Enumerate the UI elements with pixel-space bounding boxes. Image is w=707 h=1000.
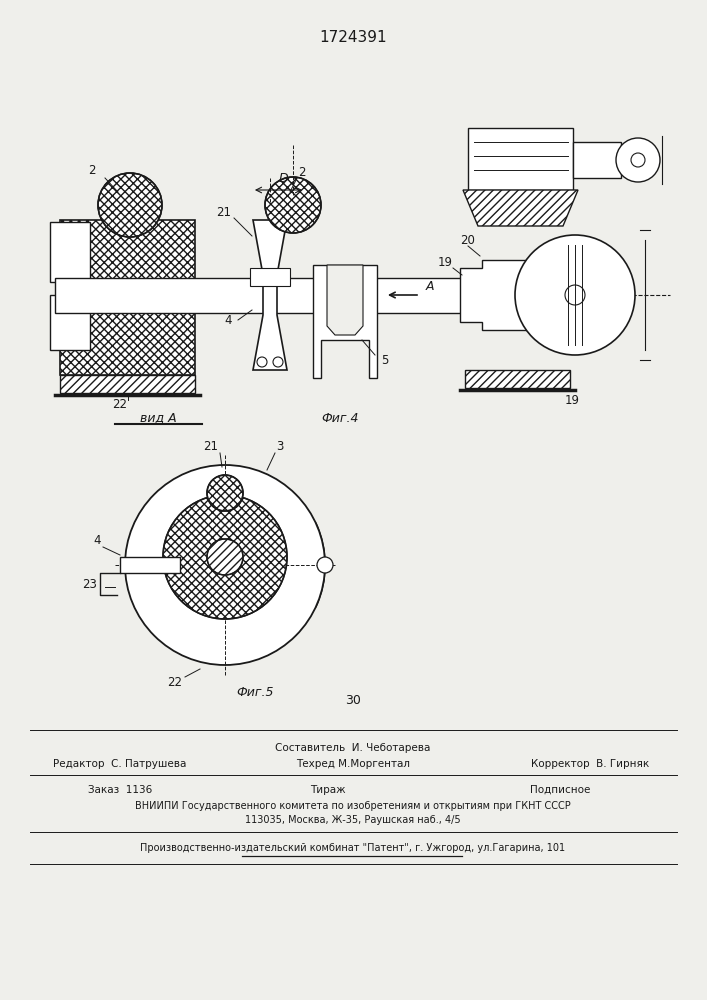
Bar bbox=[573, 142, 621, 178]
Text: Редактор  С. Патрушева: Редактор С. Патрушева bbox=[53, 759, 187, 769]
Bar bbox=[468, 128, 573, 190]
Text: 2: 2 bbox=[88, 163, 95, 176]
Polygon shape bbox=[253, 220, 287, 370]
Bar bbox=[250, 268, 290, 286]
Text: Тираж: Тираж bbox=[310, 785, 346, 795]
Text: 22: 22 bbox=[112, 398, 127, 412]
Circle shape bbox=[616, 138, 660, 182]
Circle shape bbox=[163, 495, 287, 619]
Circle shape bbox=[565, 285, 585, 305]
Text: A: A bbox=[426, 280, 434, 294]
Circle shape bbox=[257, 357, 267, 367]
Text: Заказ  1136: Заказ 1136 bbox=[88, 785, 152, 795]
Bar bbox=[60, 220, 195, 375]
Circle shape bbox=[265, 177, 321, 233]
Circle shape bbox=[317, 557, 333, 573]
Polygon shape bbox=[463, 190, 578, 226]
Polygon shape bbox=[465, 370, 570, 388]
Circle shape bbox=[273, 357, 283, 367]
Text: 21: 21 bbox=[204, 440, 218, 454]
Circle shape bbox=[515, 235, 635, 355]
Bar bbox=[55, 278, 505, 313]
Text: Техред М.Моргентал: Техред М.Моргентал bbox=[296, 759, 410, 769]
Text: 21: 21 bbox=[216, 206, 231, 219]
Bar bbox=[50, 222, 90, 282]
Text: Составитель  И. Чеботарева: Составитель И. Чеботарева bbox=[275, 743, 431, 753]
Text: ВНИИПИ Государственного комитета по изобретениям и открытиям при ГКНТ СССР: ВНИИПИ Государственного комитета по изоб… bbox=[135, 801, 571, 811]
Circle shape bbox=[125, 465, 325, 665]
Bar bbox=[50, 295, 90, 350]
Circle shape bbox=[207, 475, 243, 511]
Circle shape bbox=[207, 539, 243, 575]
Text: D: D bbox=[278, 172, 288, 184]
Text: 4: 4 bbox=[93, 534, 101, 546]
Text: 23: 23 bbox=[83, 578, 98, 591]
Text: 22: 22 bbox=[168, 676, 182, 690]
Circle shape bbox=[631, 153, 645, 167]
Text: 19: 19 bbox=[564, 393, 580, 406]
Polygon shape bbox=[120, 557, 180, 573]
Text: 113035, Москва, Ж-35, Раушская наб., 4/5: 113035, Москва, Ж-35, Раушская наб., 4/5 bbox=[245, 815, 461, 825]
Text: 1724391: 1724391 bbox=[319, 30, 387, 45]
Polygon shape bbox=[460, 260, 540, 330]
Text: вид A: вид A bbox=[140, 412, 176, 424]
Text: 5: 5 bbox=[381, 354, 389, 366]
Text: 3: 3 bbox=[276, 440, 284, 454]
Text: Подписное: Подписное bbox=[530, 785, 590, 795]
Text: 2: 2 bbox=[298, 166, 305, 180]
Polygon shape bbox=[60, 375, 195, 393]
Text: Фиг.4: Фиг.4 bbox=[321, 412, 358, 424]
Text: 30: 30 bbox=[345, 694, 361, 706]
Circle shape bbox=[98, 173, 162, 237]
Text: 4: 4 bbox=[224, 314, 232, 326]
Polygon shape bbox=[313, 265, 377, 378]
Text: Производственно-издательский комбинат "Патент", г. Ужгород, ул.Гагарина, 101: Производственно-издательский комбинат "П… bbox=[141, 843, 566, 853]
Text: Корректор  В. Гирняк: Корректор В. Гирняк bbox=[531, 759, 649, 769]
Text: 20: 20 bbox=[460, 233, 475, 246]
Polygon shape bbox=[327, 265, 363, 335]
Text: 19: 19 bbox=[438, 255, 452, 268]
Text: Фиг.5: Фиг.5 bbox=[236, 686, 274, 700]
